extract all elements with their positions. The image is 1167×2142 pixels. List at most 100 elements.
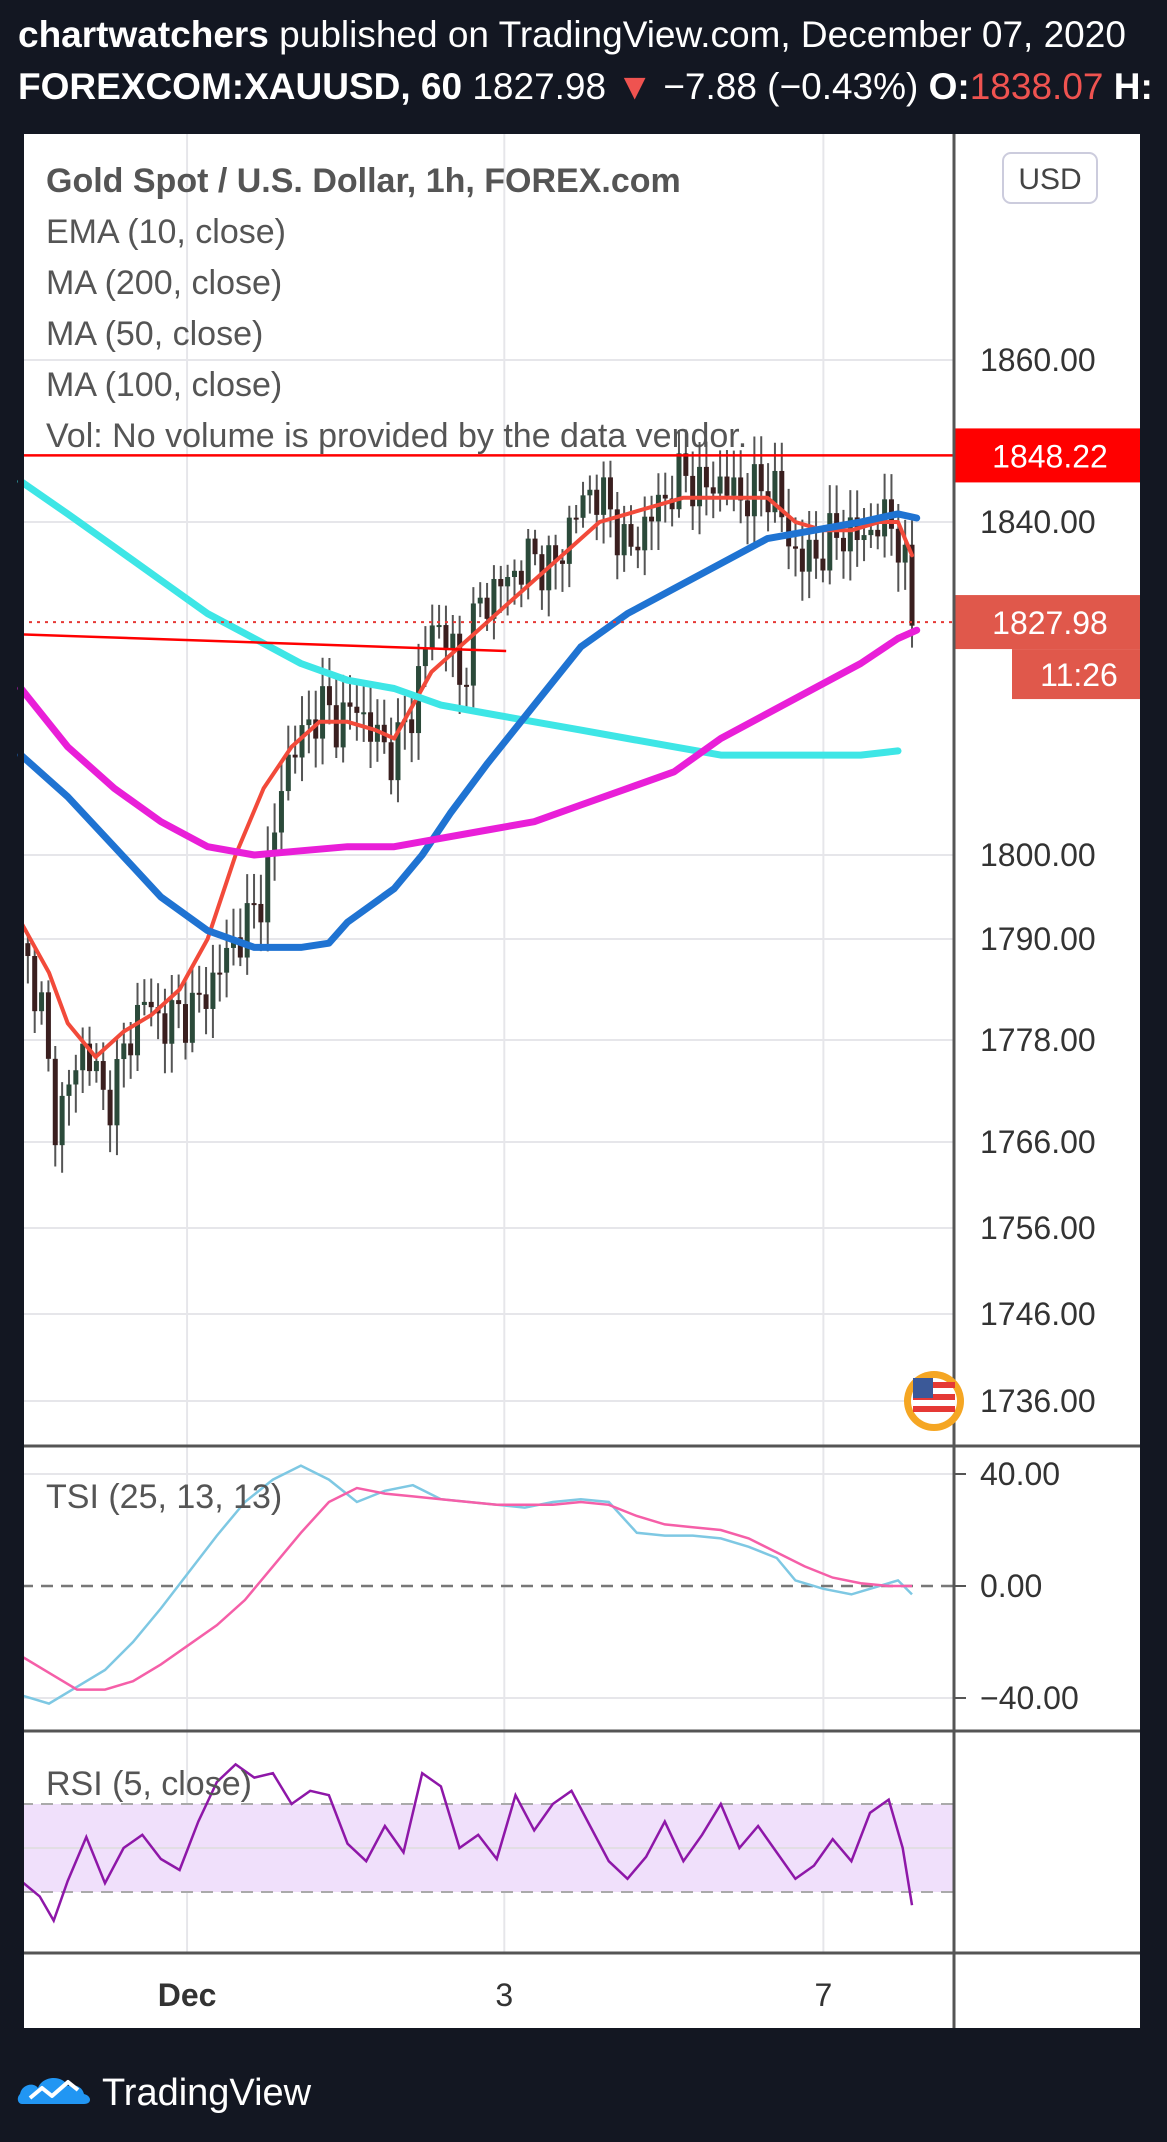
candle-body xyxy=(32,956,38,1012)
tradingview-logo-icon[interactable] xyxy=(16,2064,94,2110)
candle-body xyxy=(347,702,353,707)
price-pane[interactable] xyxy=(17,429,955,1173)
candle-body xyxy=(196,992,202,995)
price-tick-label: 1790.00 xyxy=(980,921,1096,957)
tsi-label: TSI (25, 13, 13) xyxy=(46,1478,282,1516)
change-arrow-icon: ▼ xyxy=(616,66,653,107)
trendline xyxy=(20,633,507,653)
candle-body xyxy=(594,489,600,515)
legend-ma50: MA (50, close) xyxy=(46,315,263,353)
candle-body xyxy=(340,702,346,748)
tsi-pane[interactable] xyxy=(20,1464,954,1705)
candle-body xyxy=(820,558,826,571)
candle-body xyxy=(813,539,819,559)
candle-body xyxy=(772,470,778,513)
currency-button-label[interactable]: USD xyxy=(1018,163,1081,196)
price-tick-label: 1860.00 xyxy=(980,342,1096,378)
tsi-signal-line xyxy=(20,1486,912,1691)
candle-body xyxy=(758,464,764,492)
rsi-pane[interactable] xyxy=(20,1762,954,1924)
candle-body xyxy=(189,992,195,1043)
candle-body xyxy=(676,453,682,510)
publisher-name[interactable]: chartwatchers xyxy=(18,14,269,55)
currency-button[interactable]: USD xyxy=(1002,152,1098,204)
rsi-line xyxy=(20,1762,914,1924)
candle-body xyxy=(39,992,45,1012)
candle-body xyxy=(731,477,737,496)
candle-body xyxy=(354,706,360,713)
candle-body xyxy=(875,529,881,537)
candle-body xyxy=(806,539,812,572)
candle-body xyxy=(628,524,634,547)
candle-body xyxy=(265,855,271,923)
candle-body xyxy=(100,1061,106,1090)
candle-body xyxy=(573,517,579,520)
candle-body xyxy=(429,625,435,648)
candle-body xyxy=(580,495,586,518)
price-tick-label: 1778.00 xyxy=(980,1022,1096,1058)
resistance-tag-bg xyxy=(954,428,1146,483)
ma50-line xyxy=(17,510,921,951)
candle-body xyxy=(374,724,380,742)
candle-body xyxy=(601,477,607,515)
footer: TradingView xyxy=(0,2030,1167,2142)
candle-body xyxy=(861,535,867,541)
ema10-line xyxy=(19,495,914,1059)
candle-body xyxy=(361,712,367,715)
candle-body xyxy=(840,537,846,552)
chart-border xyxy=(18,128,1146,2030)
candle-body xyxy=(66,1084,72,1096)
candle-body xyxy=(621,524,627,556)
candle-body xyxy=(724,476,730,496)
symbol: FOREXCOM:XAUUSD, 60 xyxy=(18,66,463,107)
candle-body xyxy=(484,597,490,619)
candle-body xyxy=(710,487,716,494)
time-tick-label: Dec xyxy=(158,1977,217,2013)
candle-body xyxy=(717,476,723,494)
candle-body xyxy=(868,529,874,536)
symbol-line: FOREXCOM:XAUUSD, 60 1827.98 ▼ −7.88 (−0.… xyxy=(18,66,1153,108)
candle-body xyxy=(203,994,209,1009)
price-tick-label: 1756.00 xyxy=(980,1210,1096,1246)
legend-title: Gold Spot / U.S. Dollar, 1h, FOREX.com xyxy=(46,162,681,200)
candle-body xyxy=(114,1059,120,1126)
price-tick-label: 1800.00 xyxy=(980,837,1096,873)
candle-body xyxy=(141,1001,147,1005)
candle-body xyxy=(895,528,901,563)
candle-body xyxy=(587,489,593,496)
tradingview-brand[interactable]: TradingView xyxy=(102,2072,312,2114)
candle-body xyxy=(827,513,833,571)
candle-body xyxy=(107,1089,113,1126)
candle-body xyxy=(182,1004,188,1043)
high-label: H: xyxy=(1113,66,1153,107)
ma100-line xyxy=(17,626,921,859)
candle-body xyxy=(738,477,744,501)
candle-body xyxy=(80,1043,86,1071)
candle-body xyxy=(470,603,476,686)
price-tick-label: 1766.00 xyxy=(980,1124,1096,1160)
candle-body xyxy=(162,1013,168,1044)
candle-body xyxy=(662,494,668,499)
candle-body xyxy=(135,1004,141,1056)
last-price-tag: 1827.98 xyxy=(992,605,1108,641)
time-tick-label: 7 xyxy=(814,1977,832,2013)
publisher-line: chartwatchers published on TradingView.c… xyxy=(18,14,1126,56)
candle-body xyxy=(436,625,442,628)
candle-body xyxy=(59,1095,65,1146)
candle-body xyxy=(395,722,401,781)
candle-body xyxy=(93,1061,99,1072)
legend-ma100: MA (100, close) xyxy=(46,366,282,404)
candle-body xyxy=(443,625,449,651)
candle-body xyxy=(847,517,853,552)
candle-body xyxy=(320,686,326,739)
candle-body xyxy=(148,1001,154,1008)
chart-svg[interactable]: 1736.00 1746.00 1756.00 1766.00 1778.00 1790.… xyxy=(0,0,1167,2030)
candle-body xyxy=(690,475,696,507)
us-flag-icon[interactable] xyxy=(904,1371,964,1431)
candle-body xyxy=(614,509,620,556)
candle-body xyxy=(217,972,223,975)
candle-body xyxy=(559,560,565,564)
candle-body xyxy=(409,719,415,734)
rsi-label: RSI (5, close) xyxy=(46,1765,252,1803)
tsi-tick-label: 0.00 xyxy=(980,1568,1042,1604)
